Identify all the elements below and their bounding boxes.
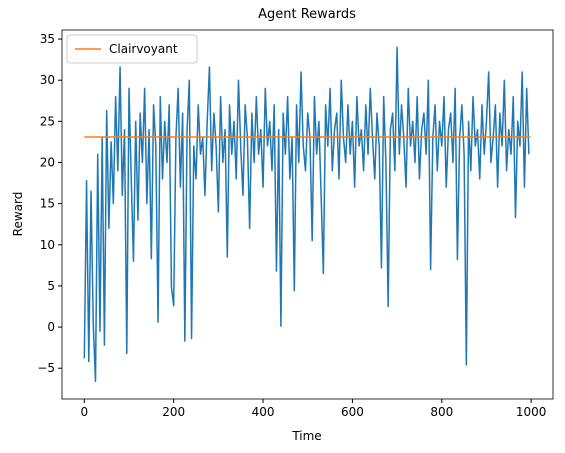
series-line	[83, 46, 530, 383]
y-tick-label: 25	[40, 114, 55, 128]
y-tick-label: 30	[40, 73, 55, 87]
y-tick-label: −5	[37, 361, 55, 375]
y-tick-label: 20	[40, 155, 55, 169]
y-tick-label: 10	[40, 238, 55, 252]
y-axis-label: Reward	[11, 192, 25, 237]
x-tick-label: 0	[80, 405, 88, 419]
x-tick-label: 1000	[516, 405, 547, 419]
x-axis-label: Time	[291, 429, 321, 443]
x-tick-label: 600	[341, 405, 364, 419]
plot-frame	[61, 29, 554, 400]
x-tick-label: 400	[252, 405, 275, 419]
chart-title: Agent Rewards	[258, 7, 356, 22]
legend-box	[66, 34, 198, 64]
x-tick-label: 800	[430, 405, 453, 419]
y-tick-label: 5	[47, 279, 55, 293]
y-tick-label: 0	[47, 320, 55, 334]
y-tick-label: 15	[40, 197, 55, 211]
legend-label: Clairvoyant	[109, 42, 178, 56]
y-tick-label: 35	[40, 32, 55, 46]
x-tick-label: 200	[162, 405, 185, 419]
